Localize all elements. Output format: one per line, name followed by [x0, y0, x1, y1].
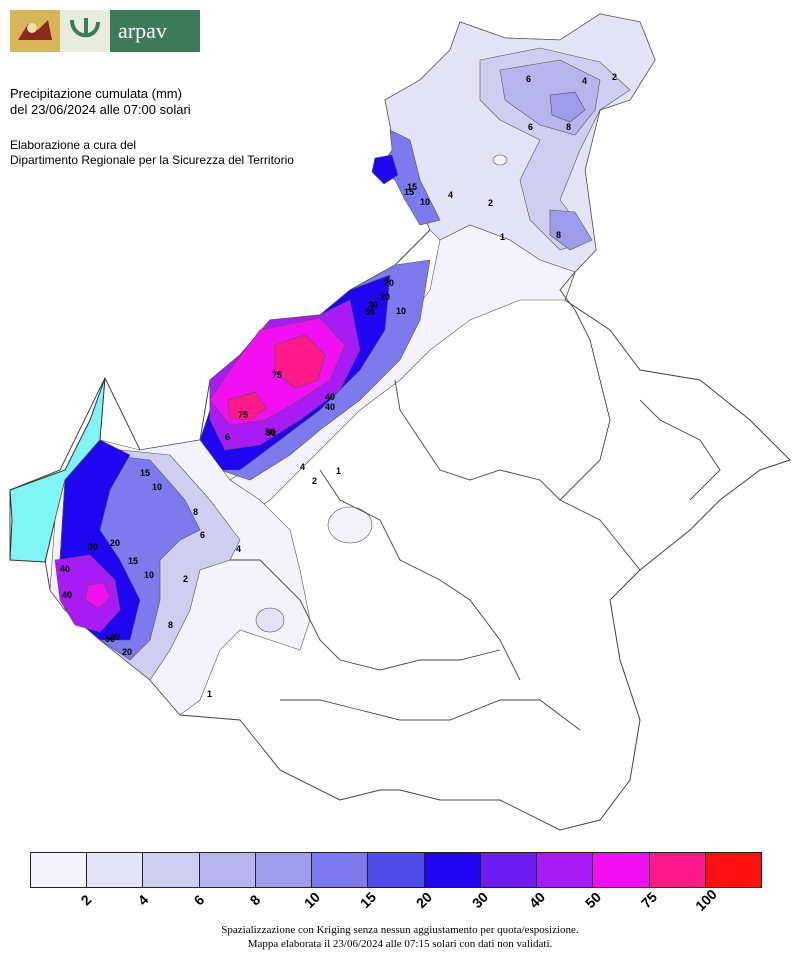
- arpav-symbol: [60, 10, 110, 52]
- precip-band-central-75a: [274, 334, 326, 389]
- legend-tick-label: 75: [638, 888, 661, 912]
- contour-label: 10: [152, 482, 162, 492]
- precip-band-west-belluno-20: [371, 154, 399, 185]
- contour-label: 40: [60, 564, 70, 574]
- contour-label: 2: [312, 476, 317, 486]
- legend-tick-label: 8: [246, 891, 264, 909]
- legend-swatch: [368, 853, 425, 887]
- footer-line-2: Mappa elaborata il 23/06/2024 alle 07:15…: [247, 938, 553, 950]
- legend-tick-label: 2: [77, 891, 95, 909]
- credit-line-1: Elaborazione a cura del: [10, 138, 137, 152]
- contour-label: 50: [105, 634, 115, 644]
- map-title: Precipitazione cumulata (mm) del 23/06/2…: [10, 86, 191, 118]
- precip-closed-contour-b: [255, 607, 285, 633]
- winged-lion-crest: [10, 10, 60, 52]
- contour-label: 50: [266, 428, 276, 438]
- contour-label: 50: [265, 427, 275, 437]
- contour-label: 10: [420, 197, 430, 207]
- contour-label: 15: [404, 187, 414, 197]
- contour-label: 1: [336, 466, 341, 476]
- precip-band-north-east-6: [549, 209, 593, 251]
- precip-closed-contour-c: [492, 154, 508, 166]
- contour-label: 20: [380, 292, 390, 302]
- contour-label: 40: [325, 392, 335, 402]
- legend-tick-label: 15: [356, 888, 380, 912]
- precipitation-legend: [30, 852, 762, 888]
- contour-label: 4: [236, 544, 241, 554]
- contour-label: 8: [168, 620, 173, 630]
- contour-label: 4: [300, 462, 305, 472]
- credit-line-2: Dipartimento Regionale per la Sicurezza …: [10, 153, 294, 167]
- title-line-1: Precipitazione cumulata (mm): [10, 86, 182, 101]
- credit-text: Elaborazione a cura del Dipartimento Reg…: [10, 138, 294, 168]
- legend-swatch: [649, 853, 706, 887]
- contour-label: 4: [448, 190, 453, 200]
- contour-label: 6: [225, 432, 230, 442]
- legend-tick-label: 10: [300, 888, 323, 912]
- contour-label: 15: [140, 468, 150, 478]
- contour-label: 10: [144, 570, 154, 580]
- contour-label: 40: [62, 590, 72, 600]
- contour-label: 75: [238, 410, 248, 420]
- contour-label: 15: [407, 182, 417, 192]
- contour-label: 30: [368, 300, 378, 310]
- legend-tick-label: 20: [412, 888, 436, 912]
- legend-ticks: 2 4 6 8 10 15 20 30 40 50 75 100: [30, 886, 762, 916]
- precip-band-central-75b: [227, 391, 267, 421]
- precip-band-north-8: [549, 91, 586, 123]
- contour-label: 75: [272, 370, 282, 380]
- arpav-logo: arpav: [10, 10, 200, 52]
- legend-swatch: [424, 853, 481, 887]
- precipitation-map: 2 4 6 8 8 10 15 20 30 40 50 75 1 2 4 6 1…: [9, 13, 791, 831]
- contour-label: 2: [488, 198, 493, 208]
- legend-swatch: [537, 853, 594, 887]
- contour-label: 30: [88, 542, 98, 552]
- legend-swatch: [87, 853, 144, 887]
- contour-label: 20: [384, 278, 394, 288]
- legend-swatch: [255, 853, 313, 887]
- legend-tick-label: 50: [581, 888, 605, 912]
- contour-label: 8: [566, 122, 571, 132]
- contour-label: 1: [207, 689, 212, 699]
- legend-tick-label: 6: [190, 891, 208, 909]
- legend-swatch: [705, 853, 762, 887]
- contour-label: 8: [556, 230, 561, 240]
- contour-label: 40: [325, 402, 335, 412]
- legend-swatch: [593, 853, 650, 887]
- contour-label: 30: [110, 632, 120, 642]
- contour-label: 4: [582, 76, 587, 86]
- precip-band-west-50: [85, 582, 111, 609]
- contour-label: 10: [396, 306, 406, 316]
- legend-tick-label: 100: [691, 886, 720, 914]
- contour-labels: 2 4 6 8 8 10 15 20 30 40 50 75 1 2 4 6 1…: [60, 72, 617, 699]
- legend-swatch: [312, 853, 369, 887]
- legend-swatch: [31, 853, 88, 887]
- contour-label: 8: [193, 507, 198, 517]
- precip-closed-contour-a: [327, 506, 373, 544]
- province-boundaries: [230, 271, 721, 731]
- contour-label: 6: [200, 530, 205, 540]
- contour-label: 6: [526, 74, 531, 84]
- contour-label: 20: [110, 538, 120, 548]
- contour-label: 20: [122, 647, 132, 657]
- contour-label: 2: [612, 72, 617, 82]
- contour-label: 2: [183, 574, 188, 584]
- legend-tick-label: 30: [469, 888, 492, 912]
- contour-label: 15: [128, 556, 138, 566]
- footer-line-1: Spazializzazione con Kriging senza nessu…: [221, 924, 579, 936]
- contour-label: 1: [500, 232, 505, 242]
- brand-name: arpav: [110, 10, 200, 52]
- contour-label: 30: [365, 307, 375, 317]
- legend-swatch: [480, 853, 538, 887]
- legend-swatch: [199, 853, 256, 887]
- legend-tick-label: 40: [525, 888, 548, 912]
- contour-label: 6: [528, 122, 533, 132]
- title-line-2: del 23/06/2024 alle 07:00 solari: [10, 102, 191, 117]
- legend-swatch: [143, 853, 200, 887]
- legend-tick-label: 4: [134, 891, 152, 909]
